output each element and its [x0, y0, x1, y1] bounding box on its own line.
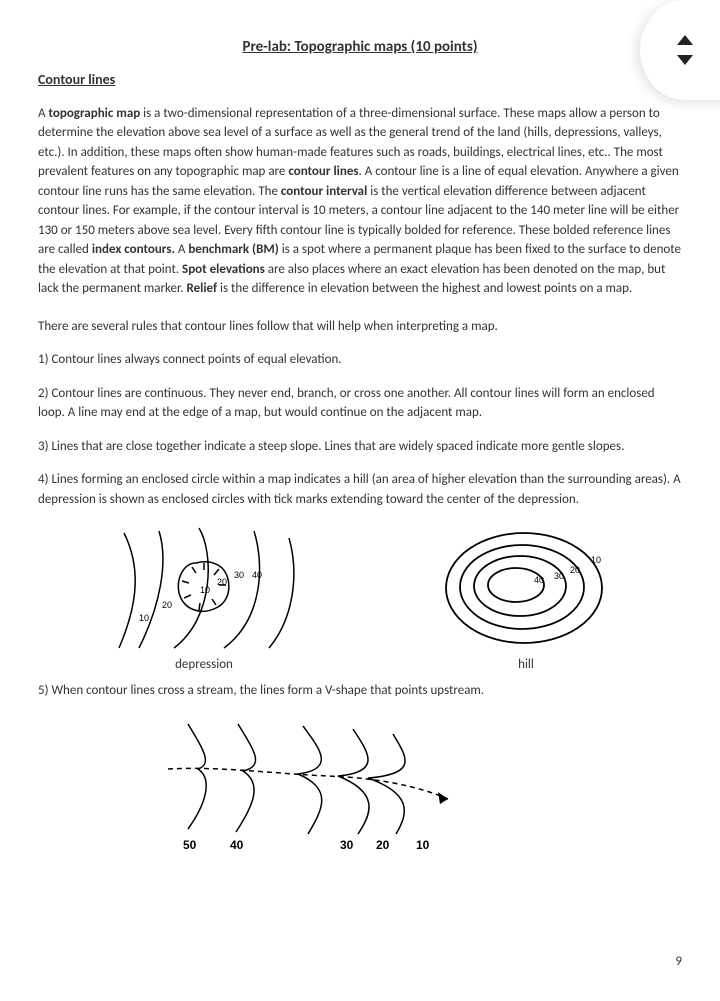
rule-2: 2) Contour lines are continuous. They ne…: [38, 384, 682, 423]
stream-svg: 50 40 30 20 10: [128, 714, 468, 854]
text: is the difference in elevation between t…: [217, 281, 632, 296]
term-topographic-map: topographic map: [48, 106, 140, 121]
rule-5: 5) When contour lines cross a stream, th…: [38, 681, 682, 701]
hill-label: 10: [591, 555, 601, 565]
rules-intro: There are several rules that contour lin…: [38, 317, 682, 337]
stream-label: 50: [183, 838, 197, 852]
term-index-contours: index contours.: [92, 242, 175, 257]
page-number: 9: [675, 952, 682, 972]
depression-label: 10: [200, 585, 210, 595]
depression-diagram: 10 20 10 20 30 40 depression: [104, 523, 304, 675]
text: A: [175, 242, 188, 257]
hill-label: 30: [554, 571, 564, 581]
page-down-arrow-icon[interactable]: [677, 55, 693, 65]
depression-svg: 10 20 10 20 30 40: [104, 523, 304, 653]
text: A: [38, 106, 48, 121]
diagrams-row: 10 20 10 20 30 40 depression 10 20 30 40: [38, 523, 682, 675]
stream-label: 20: [376, 838, 390, 852]
stream-diagram: 50 40 30 20 10: [128, 714, 682, 854]
term-contour-interval: contour interval: [281, 184, 367, 199]
depression-label: 30: [234, 570, 244, 580]
hill-diagram: 10 20 30 40 hill: [436, 523, 616, 675]
depression-caption: depression: [104, 655, 304, 675]
hill-caption: hill: [436, 655, 616, 675]
section-heading-contour-lines: Contour lines: [38, 69, 682, 90]
page-nav-widget: [640, 0, 720, 100]
depression-label: 10: [139, 613, 149, 623]
hill-label: 20: [570, 565, 580, 575]
page-title: Pre-lab: Topographic maps (10 points): [38, 36, 682, 59]
hill-svg: 10 20 30 40: [436, 523, 616, 653]
rule-1: 1) Contour lines always connect points o…: [38, 350, 682, 370]
term-contour-lines: contour lines: [288, 164, 358, 179]
intro-paragraph: A topographic map is a two-dimensional r…: [38, 104, 682, 299]
stream-label: 10: [416, 838, 430, 852]
term-benchmark: benchmark (BM): [188, 242, 278, 257]
hill-label: 40: [534, 575, 544, 585]
stream-label: 30: [340, 838, 354, 852]
term-relief: Relief: [186, 281, 217, 296]
depression-label: 20: [217, 577, 227, 587]
depression-label: 20: [162, 600, 172, 610]
stream-label: 40: [230, 838, 244, 852]
depression-label: 40: [252, 570, 262, 580]
term-spot-elevations: Spot elevations: [182, 262, 265, 277]
page-up-arrow-icon[interactable]: [677, 35, 693, 45]
rule-3: 3) Lines that are close together indicat…: [38, 437, 682, 457]
rule-4: 4) Lines forming an enclosed circle with…: [38, 470, 682, 509]
